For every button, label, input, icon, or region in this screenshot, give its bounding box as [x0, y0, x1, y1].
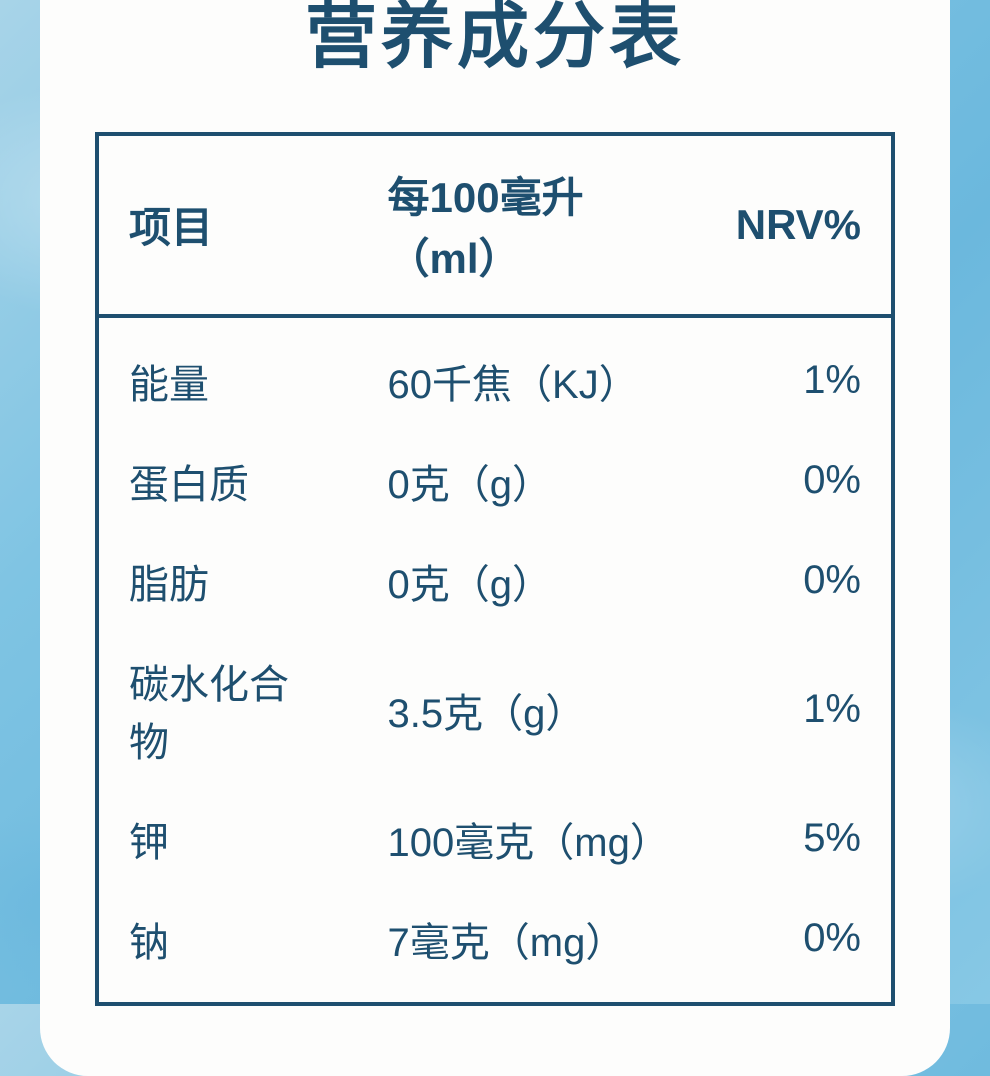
- nutrition-table: 项目 每100毫升（ml） NRV% 能量 60千焦（KJ） 1% 蛋白质 0克…: [95, 132, 895, 1006]
- col-header-nrv: NRV%: [706, 134, 893, 316]
- cell-per100: 7毫克（mg）: [358, 889, 706, 1004]
- table-row: 碳水化合物 3.5克（g） 1%: [97, 631, 893, 789]
- cell-per100: 3.5克（g）: [358, 631, 706, 789]
- cell-nrv: 0%: [706, 889, 893, 1004]
- cell-per100: 0克（g）: [358, 431, 706, 531]
- table-row: 钠 7毫克（mg） 0%: [97, 889, 893, 1004]
- cell-per100: 100毫克（mg）: [358, 789, 706, 889]
- table-row: 钾 100毫克（mg） 5%: [97, 789, 893, 889]
- cell-nrv: 5%: [706, 789, 893, 889]
- cell-item: 钠: [97, 889, 358, 1004]
- cell-nrv: 1%: [706, 631, 893, 789]
- cell-nrv: 0%: [706, 531, 893, 631]
- cell-nrv: 0%: [706, 431, 893, 531]
- table-row: 脂肪 0克（g） 0%: [97, 531, 893, 631]
- cell-item: 能量: [97, 316, 358, 431]
- table-header-row: 项目 每100毫升（ml） NRV%: [97, 134, 893, 316]
- card-title: 营养成分表: [95, 0, 895, 82]
- cell-nrv: 1%: [706, 316, 893, 431]
- table-row: 蛋白质 0克（g） 0%: [97, 431, 893, 531]
- cell-item: 脂肪: [97, 531, 358, 631]
- nutrition-card: 营养成分表 项目 每100毫升（ml） NRV% 能量 60千焦（KJ） 1% …: [40, 0, 950, 1076]
- col-header-item: 项目: [97, 134, 358, 316]
- table-row: 能量 60千焦（KJ） 1%: [97, 316, 893, 431]
- cell-item: 钾: [97, 789, 358, 889]
- col-header-per100: 每100毫升（ml）: [358, 134, 706, 316]
- cell-item: 蛋白质: [97, 431, 358, 531]
- cell-per100: 0克（g）: [358, 531, 706, 631]
- cell-item: 碳水化合物: [97, 631, 358, 789]
- cell-per100: 60千焦（KJ）: [358, 316, 706, 431]
